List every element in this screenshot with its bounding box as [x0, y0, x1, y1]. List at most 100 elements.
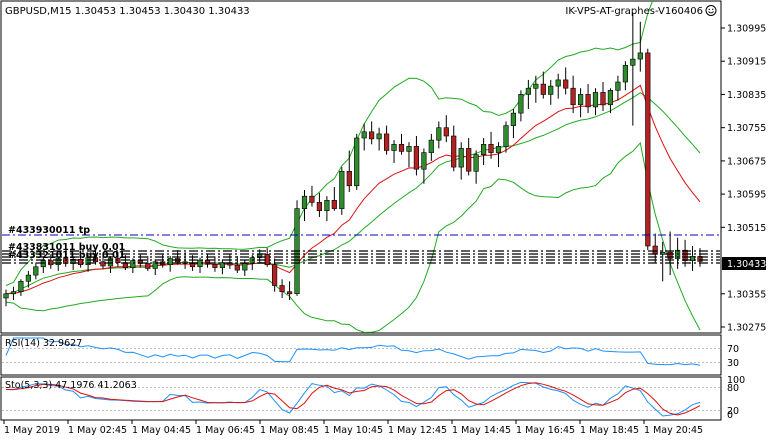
candle-body [354, 137, 360, 187]
sto-level-label: 80 [727, 383, 739, 394]
candle-body [585, 94, 591, 108]
bollinger-upper [5, 0, 654, 286]
time-axis-label: 1 May 04:45 [132, 425, 191, 436]
rsi-level-label: 30 [727, 358, 739, 369]
moving-average-line [5, 84, 701, 295]
candle-body [570, 87, 576, 106]
rsi-path [5, 337, 701, 366]
candle-body [219, 262, 226, 268]
time-axis-label: 1 May 10:45 [324, 425, 383, 436]
smiley-face-icon[interactable] [705, 5, 717, 16]
main-chart-panel[interactable] [0, 0, 722, 334]
candle-body [577, 94, 584, 106]
candle-body [518, 94, 524, 114]
candle-body [309, 195, 315, 203]
candles [3, 13, 703, 307]
candle-body [600, 92, 606, 106]
candle-body [555, 79, 561, 87]
time-axis-label: 1 May 08:45 [260, 425, 319, 436]
candle-body [167, 258, 173, 265]
rsi-panel[interactable] [0, 334, 722, 376]
candle-body [533, 83, 539, 89]
bollinger-lower [5, 141, 701, 333]
candle-body [10, 291, 17, 295]
candle-body [383, 133, 390, 151]
candle-body [466, 148, 472, 172]
candle-body [563, 79, 569, 89]
price-axis-label: 1.30995 [727, 24, 766, 35]
candle-body [316, 202, 323, 211]
time-axis-label: 1 May 12:45 [388, 425, 447, 436]
candle-body [271, 264, 278, 286]
candle-body [503, 125, 509, 147]
candle-body [242, 263, 248, 271]
candle-body [189, 263, 196, 268]
candle-body [495, 146, 502, 153]
candle-body [301, 195, 308, 209]
candle-body [33, 266, 39, 276]
candle-body [525, 87, 531, 95]
candle-body [130, 260, 136, 269]
candle-body [592, 92, 599, 108]
candle-body [689, 256, 696, 261]
sto-signal-path [5, 382, 701, 416]
rsi-title: RSI(14) 32.9627 [5, 338, 82, 349]
candle-body [346, 171, 352, 187]
candle-body [473, 154, 479, 172]
candle-body [107, 258, 114, 267]
axes: 1.30995 1.30915 1.30835 1.30755 1.30675 1.305… [3, 24, 766, 436]
candle-body [234, 264, 240, 271]
candle-body [443, 127, 449, 137]
candle-body [391, 144, 397, 151]
time-axis-label: 1 May 14:45 [452, 425, 511, 436]
sto-level-label: 100 [727, 375, 745, 386]
time-axis-label: 1 May 18:45 [580, 425, 639, 436]
tp-order-label: #433930011 tp [8, 225, 90, 236]
candle-body [78, 258, 84, 265]
candle-body [630, 58, 636, 66]
candle-body [615, 81, 621, 91]
time-axis-label: 1 May 20:45 [644, 425, 703, 436]
price-axis-label: 1.30515 [727, 223, 766, 234]
price-axis-label: 1.30595 [727, 190, 766, 201]
sto-level-label: 0 [727, 410, 733, 421]
price-axis-label: 1.30675 [727, 156, 766, 167]
candle-body [645, 52, 651, 247]
time-axis-label: 1 May 06:45 [196, 425, 255, 436]
expert-name: IK-VPS-AT-graphes-V160406 [565, 6, 703, 17]
candle-body [480, 144, 487, 156]
stochastic-title: Sto(5,3,3) 47.1976 41.2063 [5, 380, 137, 391]
moving-average [5, 84, 701, 295]
rsi-level-label: 70 [727, 344, 739, 355]
candle-body [451, 135, 457, 168]
candle-body [361, 131, 367, 139]
price-axis-label: 1.30355 [727, 289, 766, 300]
candle-body [667, 251, 673, 259]
candle-body [286, 291, 293, 295]
price-axis-label: 1.30835 [727, 90, 766, 101]
time-axis-label: 1 May 16:45 [516, 425, 575, 436]
candle-body [3, 293, 9, 299]
candle-body [25, 274, 32, 282]
candle-body [100, 261, 106, 267]
price-axis-label: 1.30915 [727, 57, 766, 68]
candle-body [376, 133, 382, 140]
time-axis-label: 1 May 2019 [4, 425, 60, 436]
candle-body [458, 148, 464, 168]
candle-body [540, 83, 546, 95]
bollinger-bands [5, 0, 701, 333]
candle-body [145, 263, 151, 269]
candle-body [413, 146, 420, 170]
candle-body [339, 171, 345, 210]
candle-body [660, 251, 666, 255]
candle-body [406, 146, 412, 152]
candle-body [324, 200, 330, 212]
candle-body [55, 258, 61, 265]
current-price-label: 1.30433 [727, 259, 766, 270]
symbol-info: GBPUSD,M15 1.30453 1.30453 1.30430 1.304… [5, 6, 250, 17]
stochastic-panel[interactable] [0, 376, 722, 421]
current-price-marker [722, 257, 766, 270]
candle-body [428, 139, 434, 153]
